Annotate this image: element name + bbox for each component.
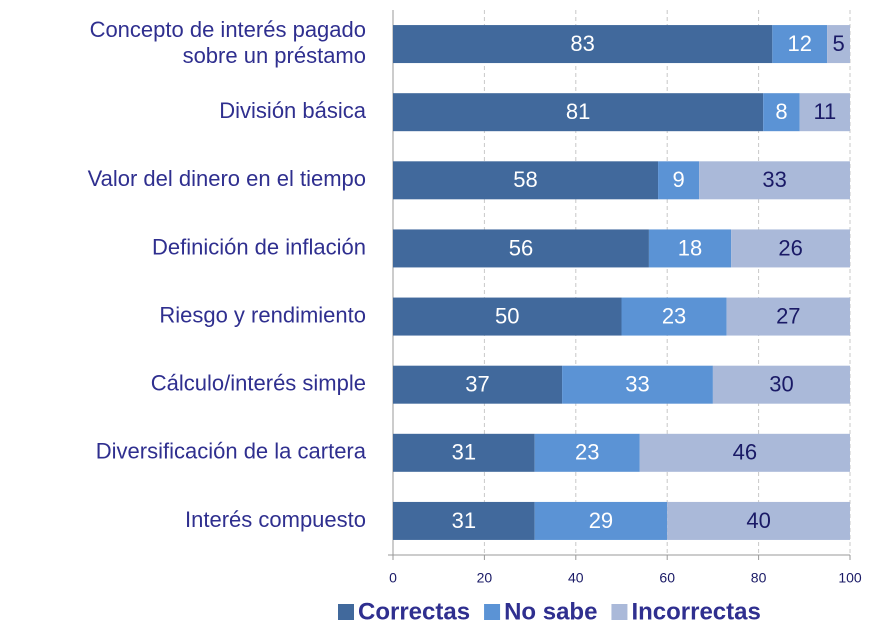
value-label: 26 (778, 235, 802, 260)
x-tick-label: 40 (568, 570, 584, 586)
bar-segment (658, 161, 700, 200)
legend-label: No sabe (504, 598, 597, 625)
bar-segment (393, 161, 659, 200)
value-label: 33 (625, 372, 649, 397)
x-tick-label: 20 (477, 570, 493, 586)
x-tick-label: 80 (751, 570, 767, 586)
value-label: 50 (495, 303, 519, 328)
bar-segment (667, 501, 850, 540)
value-label: 23 (662, 303, 686, 328)
bar-segment (562, 365, 713, 404)
category-label: Riesgo y rendimiento (159, 302, 366, 327)
legend-swatch (611, 604, 628, 620)
value-label: 12 (787, 31, 811, 56)
value-label: 40 (746, 508, 770, 533)
value-label: 81 (566, 99, 590, 124)
category-label: Valor del dinero en el tiempo (88, 166, 366, 191)
bar-segment (639, 433, 850, 472)
bar-segment (726, 297, 850, 336)
bar-segment (393, 93, 764, 132)
value-label: 46 (733, 440, 757, 465)
value-label: 31 (452, 440, 476, 465)
value-label: 30 (769, 372, 793, 397)
x-tick-label: 60 (659, 570, 675, 586)
bar-segment (393, 297, 622, 336)
legend-swatch (338, 604, 354, 620)
value-label: 29 (589, 508, 613, 533)
bar-segment (731, 229, 850, 268)
value-label: 8 (775, 99, 787, 124)
legend-label: Correctas (358, 598, 470, 625)
bar-segment (534, 501, 668, 540)
value-label: 5 (832, 31, 844, 56)
bar-segment (648, 229, 732, 268)
bar-segment (393, 501, 535, 540)
value-label: 58 (513, 167, 537, 192)
value-label: 23 (575, 440, 599, 465)
bar-segment (621, 297, 727, 336)
value-label: 83 (570, 31, 594, 56)
value-label: 18 (678, 235, 702, 260)
bar-segment (772, 25, 828, 64)
value-label: 27 (776, 303, 800, 328)
value-label: 56 (509, 235, 533, 260)
bar-segment (712, 365, 850, 404)
x-tick-label: 100 (838, 570, 862, 586)
value-label: 33 (762, 167, 786, 192)
bar-segment (799, 93, 850, 132)
category-label: División básica (219, 98, 366, 123)
bar-segment (393, 25, 773, 64)
bar-segment (699, 161, 850, 200)
bar-segment (393, 365, 563, 404)
category-label: Definición de inflación (152, 234, 366, 259)
value-label: 11 (813, 99, 836, 124)
bar-segment (763, 93, 800, 132)
category-label: Interés compuesto (185, 507, 366, 532)
category-label: Cálculo/interés simple (151, 371, 366, 396)
bar-segment (393, 433, 535, 472)
bar-segment (393, 229, 649, 268)
bar-segment (534, 433, 640, 472)
x-tick-label: 0 (389, 570, 397, 586)
value-label: 31 (452, 508, 476, 533)
legend-swatch (484, 604, 501, 620)
category-label: Concepto de interés pagado sobre un prést… (90, 17, 366, 68)
legend-label: Incorrectas (631, 598, 760, 625)
bar-segment (827, 25, 850, 64)
value-label: 9 (673, 167, 685, 192)
category-label: Diversificación de la cartera (96, 439, 367, 464)
value-label: 37 (465, 372, 489, 397)
